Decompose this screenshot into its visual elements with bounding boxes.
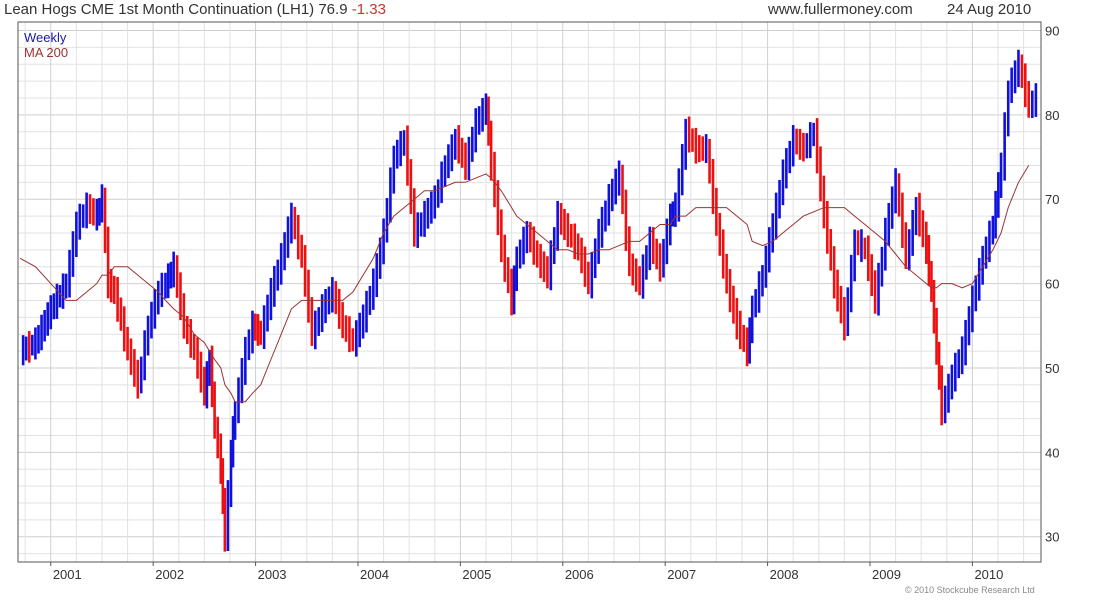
x-tick-label: 2006 — [565, 567, 594, 582]
copyright-notice: © 2010 Stockcube Research Ltd — [905, 585, 1035, 595]
x-tick-label: 2003 — [258, 567, 287, 582]
x-tick-label: 2009 — [872, 567, 901, 582]
plot-area — [18, 22, 1041, 562]
y-tick-label: 30 — [1045, 530, 1059, 545]
price-change: -1.33 — [351, 1, 386, 18]
legend-entry: MA 200 — [24, 45, 68, 60]
x-tick-label: 2004 — [360, 567, 389, 582]
last-price: 76.9 — [318, 1, 348, 18]
y-tick-label: 80 — [1045, 108, 1059, 123]
site-url[interactable]: www.fullermoney.com — [768, 1, 913, 18]
y-tick-label: 70 — [1045, 192, 1059, 207]
y-tick-label: 90 — [1045, 23, 1059, 38]
x-tick-label: 2010 — [974, 567, 1003, 582]
chart-date: 24 Aug 2010 — [947, 1, 1032, 18]
y-tick-label: 40 — [1045, 445, 1059, 460]
instrument-name: Lean Hogs CME 1st Month Continuation (LH… — [4, 1, 315, 18]
x-tick-label: 2005 — [462, 567, 491, 582]
chart-header: Lean Hogs CME 1st Month Continuation (LH… — [0, 0, 1100, 22]
ma-200-line — [19, 165, 1030, 403]
y-tick-label: 60 — [1045, 277, 1059, 292]
x-tick-label: 2008 — [770, 567, 799, 582]
chart-title: Lean Hogs CME 1st Month Continuation (LH… — [4, 1, 386, 18]
x-tick-label: 2001 — [53, 567, 82, 582]
plot-frame — [17, 21, 1042, 563]
legend-entry: Weekly — [24, 30, 67, 45]
y-tick-label: 50 — [1045, 361, 1059, 376]
x-tick-label: 2002 — [155, 567, 184, 582]
x-tick-label: 2007 — [667, 567, 696, 582]
